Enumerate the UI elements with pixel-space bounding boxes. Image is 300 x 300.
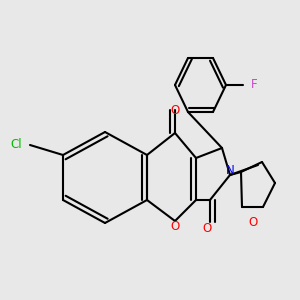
Text: O: O	[170, 103, 180, 116]
Text: N: N	[226, 164, 234, 178]
Text: O: O	[248, 217, 258, 230]
Text: F: F	[251, 79, 258, 92]
Text: Cl: Cl	[11, 139, 22, 152]
Text: O: O	[202, 223, 211, 236]
Text: O: O	[170, 220, 180, 233]
